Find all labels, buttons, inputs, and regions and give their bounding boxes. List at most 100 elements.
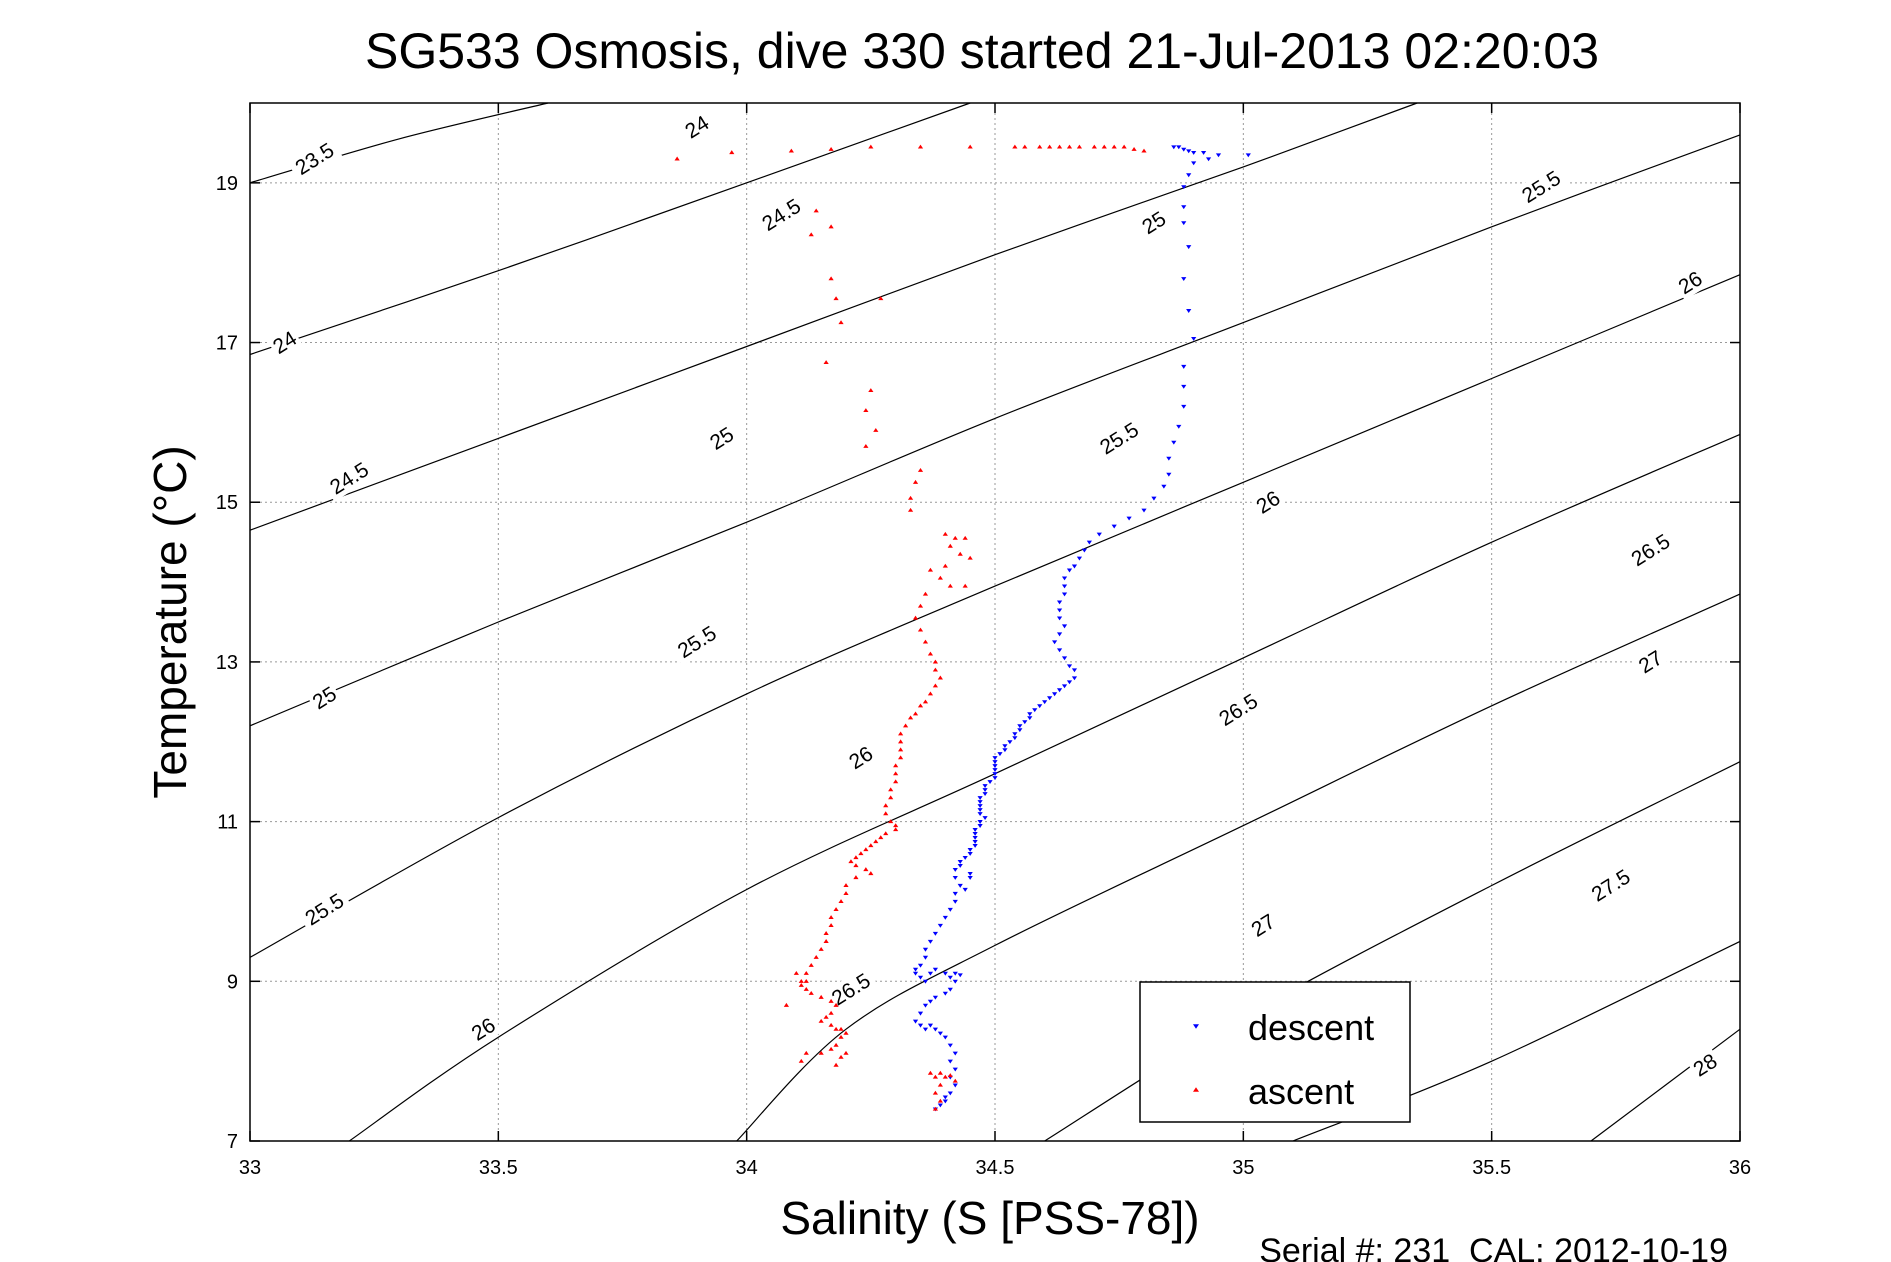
descent-point xyxy=(912,1019,919,1024)
descent-point xyxy=(957,973,963,978)
ascent-point xyxy=(808,232,814,237)
ascent-point xyxy=(818,994,824,999)
descent-point xyxy=(1201,150,1207,155)
ascent-point xyxy=(932,1090,938,1095)
ascent-point xyxy=(917,144,924,149)
descent-point xyxy=(957,863,963,868)
isopycnal-line xyxy=(249,102,549,184)
descent-point xyxy=(1027,712,1033,717)
ascent-point xyxy=(883,811,889,816)
ascent-point xyxy=(942,1074,948,1079)
descent-point xyxy=(922,979,929,984)
y-tick-label: 7 xyxy=(227,1131,238,1153)
y-tick-labels: 7 9 11 13 15 17 19 xyxy=(216,173,238,1153)
ascent-point xyxy=(937,1082,943,1087)
descent-point xyxy=(977,812,983,816)
ascent-point xyxy=(828,1010,834,1015)
ascent-point xyxy=(922,639,929,644)
descent-point xyxy=(1171,440,1177,445)
x-tick-label: 34.5 xyxy=(976,1157,1015,1179)
ascent-point xyxy=(942,531,948,536)
isopycnal-line xyxy=(249,274,1741,958)
contour-label-gap xyxy=(296,885,353,933)
descent-point xyxy=(1191,336,1197,341)
ascent-point xyxy=(893,827,899,832)
ascent-point xyxy=(833,1062,839,1067)
x-tick-label: 35 xyxy=(1232,1157,1254,1179)
ascent-point xyxy=(878,835,884,840)
ascent-point xyxy=(937,575,943,580)
descent-point xyxy=(1141,508,1147,513)
descent-point xyxy=(1022,720,1028,725)
descent-point xyxy=(952,979,958,984)
contour-label-gap xyxy=(306,680,343,716)
descent-point xyxy=(952,875,958,880)
descent-point xyxy=(1066,664,1073,669)
descent-point xyxy=(1047,696,1053,701)
descent-point xyxy=(972,836,978,840)
x-tick-label: 33.5 xyxy=(479,1157,518,1179)
ascent-point xyxy=(883,803,889,808)
descent-point xyxy=(967,848,973,852)
data-series xyxy=(674,144,1251,1112)
ascent-point xyxy=(932,1074,938,1079)
ascent-point xyxy=(927,567,934,572)
descent-point xyxy=(937,1103,943,1108)
legend-box xyxy=(1139,981,1411,1123)
descent-point xyxy=(992,760,998,765)
ascent-point xyxy=(952,1078,958,1083)
isopycnal-line xyxy=(249,102,971,356)
ascent-point xyxy=(907,507,914,512)
descent-point xyxy=(1191,150,1197,155)
descent-point xyxy=(922,947,929,952)
descent-point xyxy=(952,899,958,904)
descent-point xyxy=(932,1027,938,1032)
ascent-point xyxy=(823,931,829,935)
descent-point xyxy=(1181,364,1187,369)
ascent-point xyxy=(927,651,934,656)
ascent-point xyxy=(893,823,899,828)
x-tick-label: 35.5 xyxy=(1472,1157,1511,1179)
series-descent xyxy=(912,145,1251,1112)
y-tick-label: 15 xyxy=(216,492,238,514)
ascent-point xyxy=(813,208,819,213)
descent-point xyxy=(1061,684,1068,689)
y-tick-label: 13 xyxy=(216,652,238,674)
descent-point xyxy=(977,824,983,828)
isopycnal-line xyxy=(1590,1028,1741,1142)
ascent-point xyxy=(962,535,968,540)
descent-point xyxy=(977,820,983,824)
descent-point xyxy=(1161,484,1167,489)
ascent-point xyxy=(898,731,904,736)
descent-point xyxy=(1002,748,1008,753)
descent-point xyxy=(927,999,934,1004)
descent-point xyxy=(972,840,978,844)
isopycnal-line xyxy=(736,593,1741,1142)
descent-point xyxy=(997,752,1003,757)
y-tick-label: 11 xyxy=(217,812,238,834)
descent-legend-glyph xyxy=(1193,1024,1199,1029)
descent-point xyxy=(1056,608,1063,613)
ascent-point xyxy=(1141,148,1147,153)
descent-point xyxy=(912,967,919,972)
ascent-point xyxy=(828,276,834,281)
ascent-point xyxy=(932,1106,938,1111)
x-tick-label: 34 xyxy=(736,1157,758,1179)
descent-point xyxy=(927,939,934,944)
descent-point xyxy=(942,915,948,920)
descent-point xyxy=(952,1083,958,1088)
descent-point xyxy=(947,907,953,912)
ascent-point xyxy=(843,1050,849,1055)
ascent-point xyxy=(942,563,948,568)
ascent-point xyxy=(674,156,680,161)
ascent-point xyxy=(803,986,809,991)
descent-point xyxy=(1096,532,1102,537)
ascent-point xyxy=(932,667,938,672)
descent-point xyxy=(1061,592,1068,597)
descent-point xyxy=(1086,540,1092,545)
descent-point xyxy=(1012,736,1018,741)
legend-label-descent: descent xyxy=(1248,1007,1374,1048)
descent-point xyxy=(977,804,983,808)
ascent-point xyxy=(828,923,834,927)
